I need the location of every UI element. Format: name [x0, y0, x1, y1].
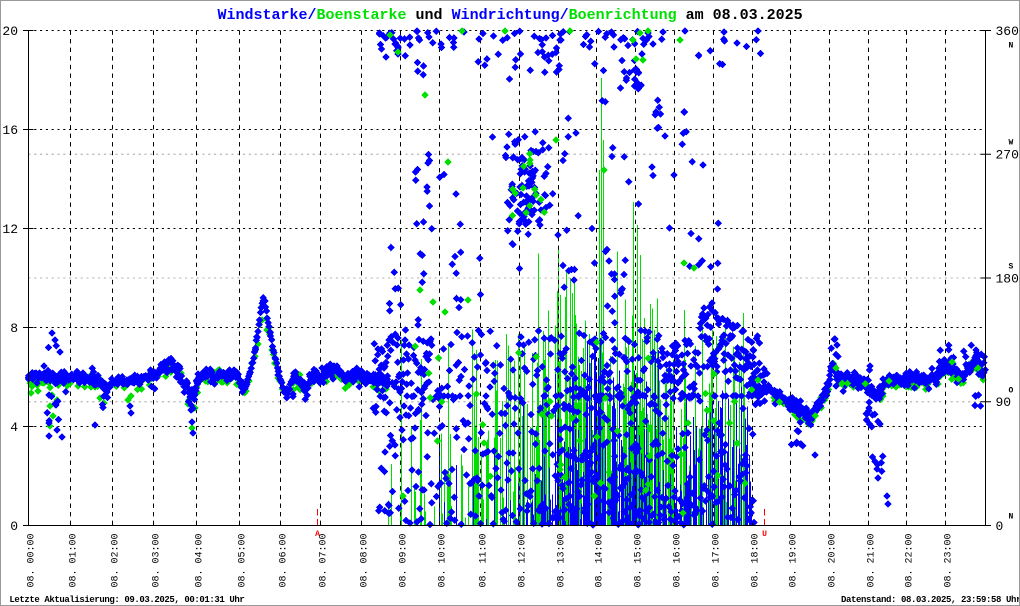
svg-text:08. 11:00: 08. 11:00	[479, 533, 490, 587]
svg-text:360: 360	[996, 24, 1019, 39]
svg-text:08. 00:00: 08. 00:00	[27, 533, 38, 587]
svg-text:08. 20:00: 08. 20:00	[828, 533, 839, 587]
svg-text:08. 02:00: 08. 02:00	[111, 533, 122, 587]
svg-text:Datenstand: 08.03.2025, 23:59:: Datenstand: 08.03.2025, 23:59:58 Uhr	[841, 595, 1020, 605]
svg-text:08. 10:00: 08. 10:00	[438, 533, 449, 587]
svg-text:08. 21:00: 08. 21:00	[867, 533, 878, 587]
svg-text:8: 8	[10, 321, 18, 336]
svg-text:08. 16:00: 08. 16:00	[673, 533, 684, 587]
svg-text:12: 12	[2, 222, 18, 237]
svg-text:08. 03:00: 08. 03:00	[152, 533, 163, 587]
svg-text:08. 17:00: 08. 17:00	[712, 533, 723, 587]
svg-text:08. 19:00: 08. 19:00	[789, 533, 800, 587]
svg-text:Windstarke/Boenstarke und Wind: Windstarke/Boenstarke und Windrichtung/B…	[218, 7, 803, 24]
svg-text:N: N	[1009, 42, 1014, 51]
svg-text:08. 01:00: 08. 01:00	[69, 533, 80, 587]
svg-text:16: 16	[2, 123, 18, 138]
svg-text:90: 90	[996, 395, 1012, 410]
svg-text:W: W	[1009, 139, 1014, 148]
svg-text:180: 180	[996, 271, 1019, 286]
svg-text:08. 15:00: 08. 15:00	[634, 533, 645, 587]
svg-text:08. 05:00: 08. 05:00	[238, 533, 249, 587]
svg-text:0: 0	[10, 519, 18, 534]
svg-text:20: 20	[2, 24, 18, 39]
svg-text:08. 07:00: 08. 07:00	[319, 533, 330, 587]
svg-text:4: 4	[10, 420, 18, 435]
svg-text:270: 270	[996, 148, 1019, 163]
svg-text:0: 0	[996, 519, 1004, 534]
svg-text:08. 18:00: 08. 18:00	[751, 533, 762, 587]
svg-text:08. 06:00: 08. 06:00	[279, 533, 290, 587]
svg-text:Letzte Aktualisierung: 09.03.2: Letzte Aktualisierung: 09.03.2025, 00:01…	[9, 595, 244, 605]
svg-text:08. 13:00: 08. 13:00	[557, 533, 568, 587]
svg-text:08. 12:00: 08. 12:00	[518, 533, 529, 587]
svg-text:08. 09:00: 08. 09:00	[399, 533, 410, 587]
svg-text:N: N	[1009, 513, 1014, 522]
svg-text:08. 08:00: 08. 08:00	[360, 533, 371, 587]
svg-text:A: A	[315, 530, 320, 539]
svg-text:U: U	[762, 530, 767, 539]
svg-text:08. 14:00: 08. 14:00	[595, 533, 606, 587]
svg-text:08. 22:00: 08. 22:00	[905, 533, 916, 587]
svg-text:S: S	[1009, 263, 1014, 272]
svg-text:08. 04:00: 08. 04:00	[195, 533, 206, 587]
svg-text:O: O	[1009, 387, 1014, 396]
svg-text:08. 23:00: 08. 23:00	[944, 533, 955, 587]
